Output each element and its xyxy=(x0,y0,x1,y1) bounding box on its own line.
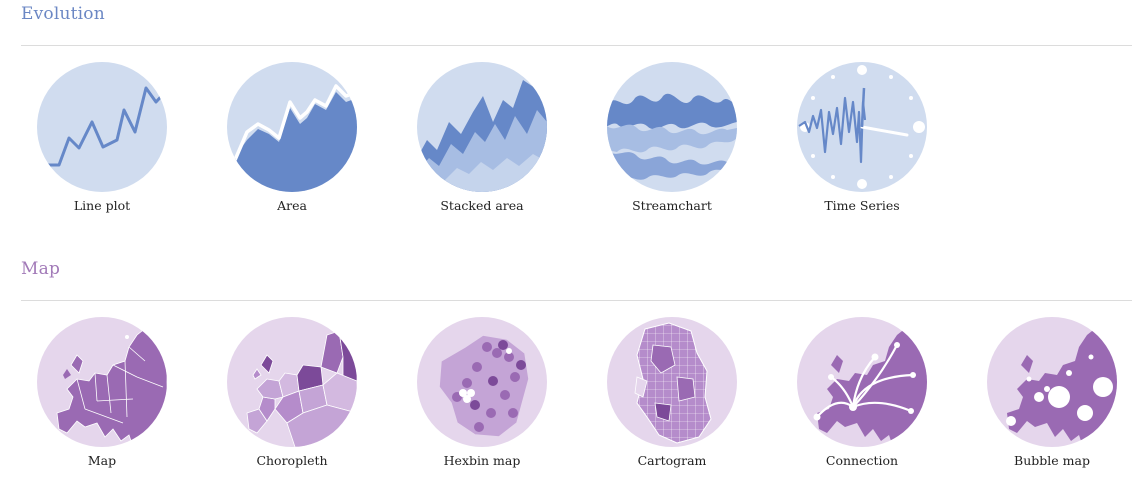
card-streamchart[interactable]: Streamchart xyxy=(582,62,762,213)
card-label: Connection xyxy=(825,453,899,468)
section-title-evolution: Evolution xyxy=(21,4,105,24)
time-series-icon xyxy=(797,62,927,192)
card-label: Time Series xyxy=(824,198,900,213)
card-label: Area xyxy=(277,198,307,213)
card-label: Stacked area xyxy=(440,198,524,213)
card-label: Map xyxy=(87,453,117,468)
choropleth-icon xyxy=(227,317,357,447)
stacked-area-icon xyxy=(417,62,547,192)
card-label: Hexbin map xyxy=(443,453,521,468)
section-title-map: Map xyxy=(21,259,61,279)
card-choropleth[interactable]: Choropleth xyxy=(202,317,382,468)
card-label: Bubble map xyxy=(1014,453,1090,468)
card-label: Streamchart xyxy=(632,198,712,213)
section-divider xyxy=(21,300,1132,301)
connection-map-icon xyxy=(797,317,927,447)
card-bubble-map[interactable]: Bubble map xyxy=(962,317,1142,468)
area-chart-icon xyxy=(227,62,357,192)
streamchart-icon xyxy=(607,62,737,192)
line-plot-icon xyxy=(37,62,167,192)
card-label: Choropleth xyxy=(256,453,328,468)
card-time-series[interactable]: Time Series xyxy=(772,62,952,213)
card-cartogram[interactable]: Cartogram xyxy=(582,317,762,468)
card-stacked-area[interactable]: Stacked area xyxy=(392,62,572,213)
cartogram-icon xyxy=(607,317,737,447)
card-line-plot[interactable]: Line plot xyxy=(12,62,192,213)
card-hexbin-map[interactable]: Hexbin map xyxy=(392,317,572,468)
hexbin-map-icon xyxy=(417,317,547,447)
card-label: Line plot xyxy=(73,198,131,213)
map-icon xyxy=(37,317,167,447)
card-connection[interactable]: Connection xyxy=(772,317,952,468)
section-divider xyxy=(21,45,1132,46)
card-area[interactable]: Area xyxy=(202,62,382,213)
card-map[interactable]: Map xyxy=(12,317,192,468)
bubble-map-icon xyxy=(987,317,1117,447)
card-label: Cartogram xyxy=(637,453,707,468)
